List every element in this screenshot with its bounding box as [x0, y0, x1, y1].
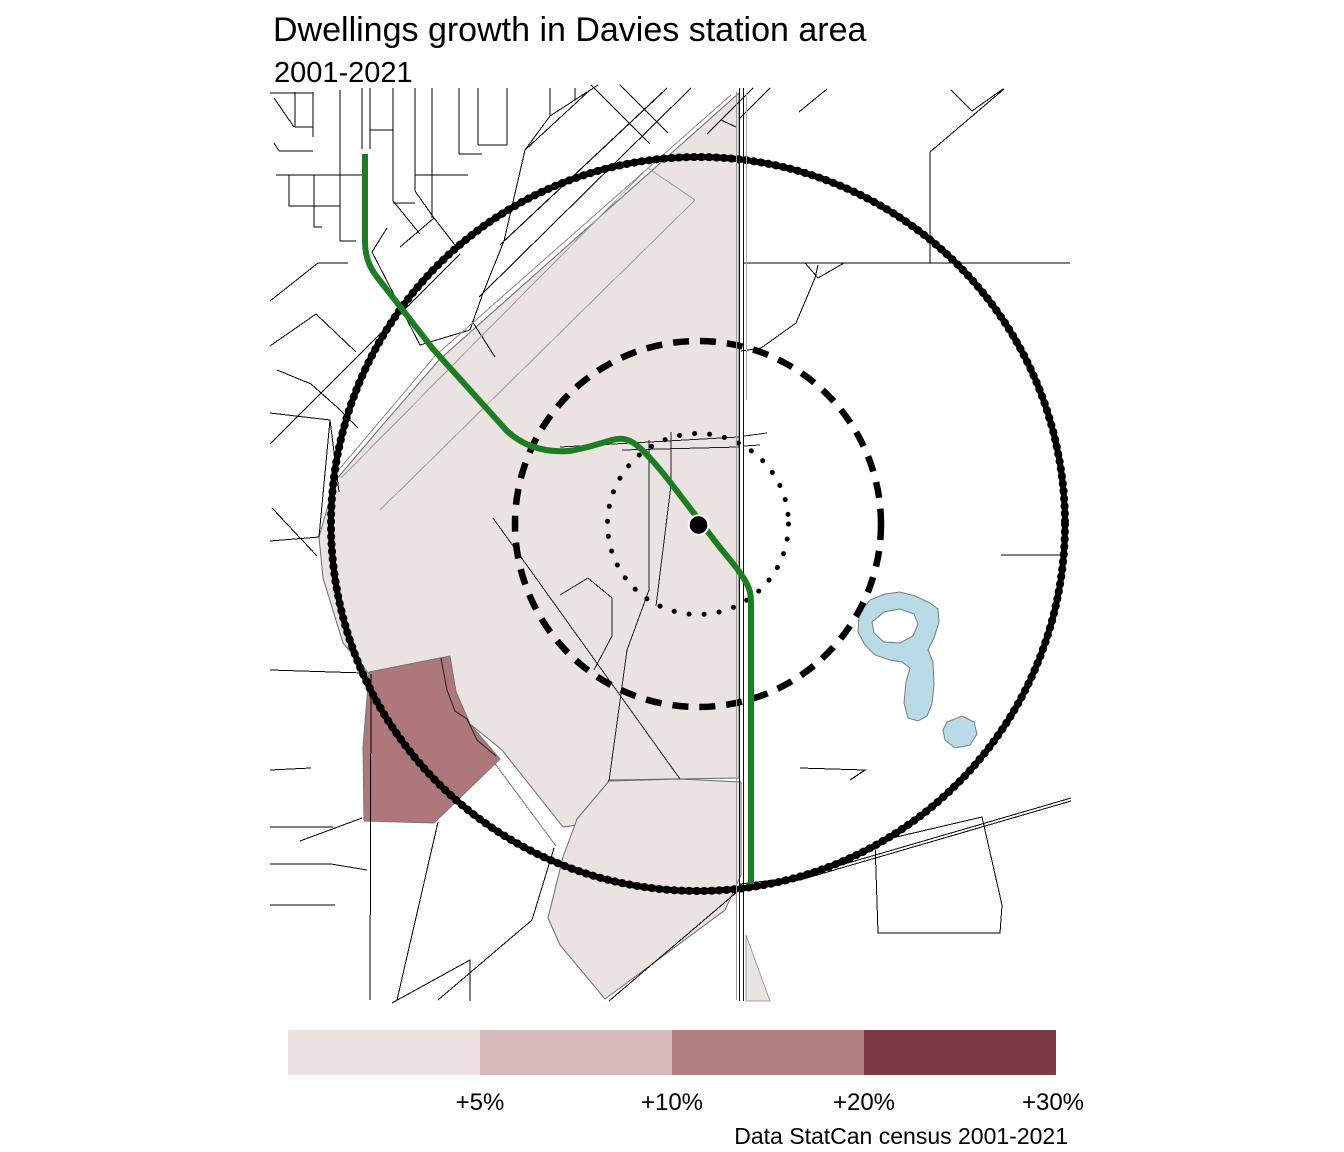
svg-text:+30%: +30%	[1022, 1089, 1084, 1116]
svg-text:Data StatCan census 2001-2021: Data StatCan census 2001-2021	[734, 1123, 1068, 1149]
svg-text:2001-2021: 2001-2021	[274, 57, 413, 89]
svg-text:+5%: +5%	[456, 1089, 505, 1116]
svg-text:Dwellings growth in Davies sta: Dwellings growth in Davies station area	[273, 11, 866, 49]
svg-text:+20%: +20%	[833, 1089, 895, 1116]
svg-text:+10%: +10%	[641, 1089, 703, 1116]
